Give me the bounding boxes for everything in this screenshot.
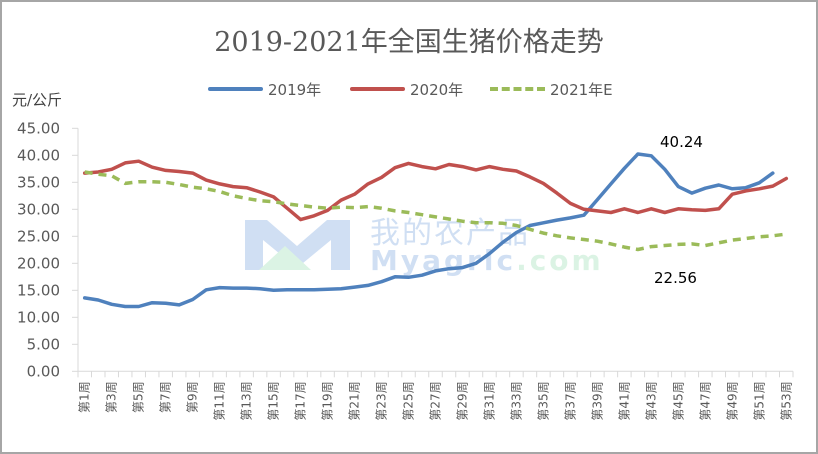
x-axis-tick-label: 第43周 bbox=[644, 381, 658, 420]
y-axis-tick-label: 40.00 bbox=[17, 146, 60, 164]
legend-dashed-swatch-icon bbox=[490, 87, 545, 91]
x-axis-tick-label: 第23周 bbox=[375, 381, 389, 420]
x-axis-tick-label: 第47周 bbox=[698, 381, 712, 420]
y-axis-tick-label: 30.00 bbox=[17, 200, 60, 218]
x-axis-tick-label: 第27周 bbox=[429, 381, 443, 420]
x-axis-tick-label: 第1周 bbox=[78, 381, 92, 413]
y-axis-tick-label: 35.00 bbox=[17, 173, 60, 191]
x-axis-tick-label: 第9周 bbox=[186, 381, 200, 413]
x-axis-tick-label: 第37周 bbox=[563, 381, 577, 420]
x-axis-tick-label: 第17周 bbox=[294, 381, 308, 420]
y-axis-unit-label: 元/公斤 bbox=[12, 91, 63, 109]
y-axis-tick-label: 45.00 bbox=[17, 119, 60, 137]
legend-item-2020[interactable]: 2020年 bbox=[350, 79, 463, 99]
x-axis-tick-label: 第19周 bbox=[321, 381, 335, 420]
y-axis-tick-label: 25.00 bbox=[17, 227, 60, 245]
x-axis-tick-label: 第3周 bbox=[105, 381, 119, 413]
y-axis-tick-label: 5.00 bbox=[27, 335, 60, 353]
x-axis-tick-label: 第29周 bbox=[455, 381, 469, 420]
x-axis-tick-label: 第31周 bbox=[482, 381, 496, 420]
x-axis-tick-label: 第11周 bbox=[213, 381, 227, 420]
series-line-2020年 bbox=[82, 159, 789, 222]
x-axis-tick-label: 第5周 bbox=[132, 381, 146, 413]
x-axis-tick-label: 第21周 bbox=[348, 381, 362, 420]
legend-item-2021e[interactable]: 2021年E bbox=[490, 79, 613, 99]
legend-label: 2019年 bbox=[268, 80, 322, 99]
x-axis-tick-label: 第7周 bbox=[159, 381, 173, 413]
series-line-2021年E bbox=[84, 170, 787, 252]
x-axis-tick-label: 第25周 bbox=[402, 381, 416, 420]
legend-item-2019[interactable]: 2019年 bbox=[208, 79, 321, 99]
y-axis-tick-label: 10.00 bbox=[17, 308, 60, 326]
x-axis-tick-label: 第35周 bbox=[536, 381, 550, 420]
y-axis-tick-label: 20.00 bbox=[17, 254, 60, 272]
legend-label: 2021年E bbox=[550, 80, 613, 99]
x-axis-tick-label: 第33周 bbox=[509, 381, 523, 420]
data-label-22-56: 22.56 bbox=[654, 269, 697, 287]
legend-line-swatch-icon bbox=[208, 87, 263, 91]
x-axis-tick-label: 第13周 bbox=[240, 381, 254, 420]
legend-line-swatch-icon bbox=[350, 87, 405, 91]
x-axis-tick-label: 第39周 bbox=[590, 381, 604, 420]
x-axis-tick-label: 第45周 bbox=[671, 381, 685, 420]
legend-label: 2020年 bbox=[410, 80, 464, 99]
chart-title: 2019-2021年全国生猪价格走势 bbox=[214, 27, 604, 58]
y-axis-tick-label: 0.00 bbox=[27, 362, 60, 380]
x-axis-tick-label: 第41周 bbox=[617, 381, 631, 420]
y-axis-tick-label: 15.00 bbox=[17, 281, 60, 299]
series-line-2019年 bbox=[82, 152, 775, 309]
x-axis-tick-label: 第53周 bbox=[779, 381, 793, 420]
data-label-40-24: 40.24 bbox=[660, 133, 703, 151]
x-axis-tick-label: 第51周 bbox=[752, 381, 766, 420]
chart-legend: 2019年 2020年 2021年E bbox=[0, 79, 818, 99]
x-axis-tick-label: 第15周 bbox=[267, 381, 281, 420]
x-axis-tick-label: 第49周 bbox=[725, 381, 739, 420]
